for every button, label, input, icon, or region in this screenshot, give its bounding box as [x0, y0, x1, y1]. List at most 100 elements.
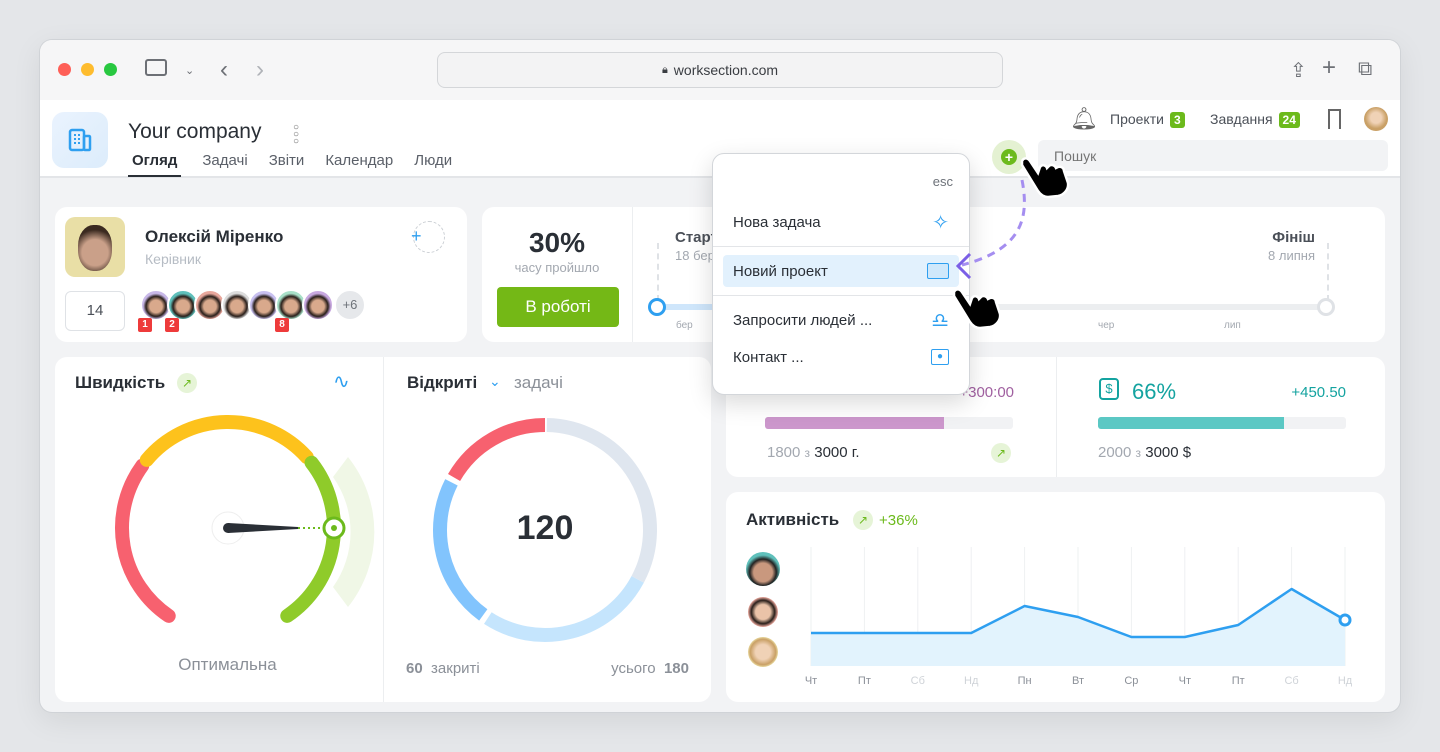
address-bar[interactable]: 🔒︎ worksection.com [437, 52, 1003, 88]
cursor-hand-icon [952, 288, 1002, 330]
forward-icon[interactable]: › [256, 56, 264, 83]
donut-segment [546, 418, 657, 583]
menu-item-contact[interactable]: Контакт ... ● [723, 341, 959, 373]
money-budget-delta: +450.50 [1291, 384, 1346, 401]
projects-link[interactable]: Проекти 3 [1110, 111, 1185, 128]
status-button[interactable]: В роботі [497, 287, 619, 327]
menu-item-new-task[interactable]: Нова задача ✧ [733, 211, 949, 234]
dollar-icon: $ [1099, 378, 1119, 400]
speed-status: Оптимальна [178, 655, 277, 674]
back-icon[interactable]: ‹ [220, 56, 228, 83]
briefcase-icon [927, 263, 949, 279]
activity-chart: Чт Пт Сб Нд Пн Вт Ср Чт Пт Сб Нд [805, 547, 1353, 687]
tasks-link[interactable]: Завдання 24 [1210, 111, 1300, 128]
team-member-avatar[interactable] [167, 289, 199, 321]
open-count: 120 [516, 509, 574, 547]
money-budget-bar [1098, 417, 1346, 429]
x-tick-label: Пт [1232, 675, 1245, 687]
tab-calendar[interactable]: Календар [325, 152, 394, 169]
timeline-start-handle[interactable] [648, 298, 666, 316]
start-label: Старт [675, 229, 712, 246]
finish-label: Фініш [1272, 229, 1315, 246]
user-avatar[interactable] [1364, 107, 1388, 131]
member-avatar[interactable] [748, 597, 778, 627]
team-member-avatar[interactable] [302, 289, 334, 321]
progress-fill [1098, 417, 1284, 429]
more-options-icon[interactable]: ○ ○ ○ [293, 122, 300, 147]
month-label: лип [1224, 320, 1241, 331]
trend-up-icon: ↗ [177, 373, 197, 393]
chevron-down-icon[interactable]: ⌄ [185, 65, 195, 77]
menu-item-invite-people[interactable]: Запросити людей ... ♎︎ [733, 309, 949, 332]
bell-icon[interactable]: 🔔︎ [1070, 106, 1098, 131]
closed-count: 60 [406, 660, 423, 677]
esc-hint[interactable]: esc [932, 174, 953, 189]
time-done: 1800 [767, 444, 801, 461]
share-icon[interactable]: ⇪ [1290, 60, 1307, 82]
x-tick-label: Пт [858, 675, 871, 687]
open-title[interactable]: Відкриті [407, 373, 478, 392]
finish-date: 8 липня [1268, 248, 1315, 263]
add-button[interactable]: + [992, 140, 1026, 174]
add-member-button[interactable]: + [411, 221, 445, 253]
timeline-end-handle[interactable] [1317, 298, 1335, 316]
sparkle-icon: ✧ [932, 211, 949, 234]
search-input[interactable] [1038, 140, 1388, 171]
x-tick-label: Ср [1124, 675, 1138, 687]
time-percent: 30% [528, 227, 586, 258]
maximize-window-button[interactable] [104, 63, 117, 76]
tab-overview[interactable]: Огляд [128, 152, 182, 177]
tasks-count-badge: 24 [1278, 112, 1300, 128]
time-budget-bar [765, 417, 1013, 429]
time-budget-delta: +300:00 [959, 384, 1014, 401]
sidebar-toggle-icon[interactable] [145, 59, 167, 76]
company-logo[interactable] [52, 112, 108, 168]
company-name[interactable]: Your company [128, 120, 262, 143]
open-subtitle: задачі [514, 373, 563, 392]
tab-tasks[interactable]: Задачі [202, 152, 248, 169]
tab-people[interactable]: Люди [414, 152, 453, 169]
team-member-avatar[interactable] [275, 289, 307, 321]
tab-reports[interactable]: Звіти [268, 152, 305, 169]
minimize-window-button[interactable] [81, 63, 94, 76]
main-tabs: Огляд Задачі Звіти Календар Люди [128, 152, 452, 177]
money-done: 2000 [1098, 444, 1132, 461]
more-members[interactable]: +6 [334, 289, 366, 321]
team-member-avatar[interactable] [194, 289, 226, 321]
manager-card: Олексій Міренко Керівник + 14 +6 1 2 8 [55, 207, 467, 342]
donut-segment [448, 418, 546, 482]
activity-area [811, 589, 1345, 666]
speed-title: Швидкість [75, 373, 166, 392]
trend-up-icon: ↗ [991, 443, 1011, 463]
x-tick-label: Нд [1338, 675, 1353, 687]
needle-pivot [223, 523, 233, 533]
close-window-button[interactable] [58, 63, 71, 76]
notification-badge: 2 [165, 318, 179, 332]
gauge-segment [280, 455, 341, 623]
time-caption: часу пройшло [514, 260, 600, 275]
menu-item-new-project[interactable]: Новий проект [723, 255, 959, 287]
activity-last-point [1338, 613, 1352, 627]
x-tick-label: Чт [805, 675, 817, 687]
team-member-avatar[interactable] [221, 289, 253, 321]
activity-delta: +36% [879, 512, 918, 529]
activity-card: Активність ↗ +36% Чт Пт Сб Нд Пн Вт Ср Чт Пт Сб Нд [726, 492, 1385, 702]
pulse-icon[interactable]: ∿ [333, 371, 350, 393]
tabs-overview-icon[interactable]: ⧉ [1358, 58, 1373, 80]
activity-title: Активність [746, 510, 840, 529]
member-avatar[interactable] [748, 637, 778, 667]
total-count: 180 [663, 660, 689, 677]
member-avatar[interactable] [746, 552, 780, 586]
optimal-zone [333, 457, 375, 607]
month-label: бер [676, 320, 693, 331]
x-tick-label: Пн [1018, 675, 1032, 687]
donut-segment [484, 575, 644, 642]
gauge-needle [228, 523, 298, 533]
bookmark-icon[interactable] [1328, 109, 1341, 129]
browser-toolbar: ⌄ ‹ › 🔒︎ worksection.com ⇪ + ⧉ [40, 40, 1400, 100]
x-tick-label: Чт [1179, 675, 1191, 687]
start-date: 18 березня [675, 248, 712, 263]
chevron-down-icon[interactable]: ⌄ [489, 373, 501, 389]
money-budget-percent: 66% [1132, 379, 1177, 404]
new-tab-icon[interactable]: + [1322, 54, 1337, 81]
